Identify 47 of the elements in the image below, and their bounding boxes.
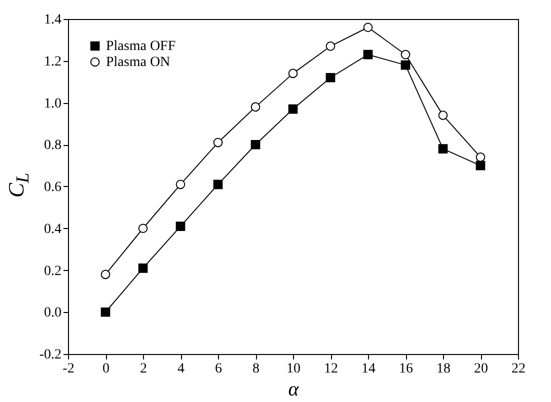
point (250, 102, 260, 112)
point (363, 22, 373, 32)
x-tick-label: 14 (362, 362, 376, 376)
x-tick-label: 10 (286, 362, 300, 376)
x-tick-label: 12 (324, 362, 338, 376)
x-tick-label: 0 (102, 362, 110, 376)
point (438, 144, 448, 154)
point (100, 270, 110, 280)
point (326, 42, 336, 51)
x-tick-label: 6 (215, 362, 222, 376)
x-axis-title: α (288, 378, 300, 400)
point (213, 138, 223, 148)
point (400, 60, 410, 70)
point (213, 180, 223, 190)
y-tick-label: 1.2 (44, 54, 62, 70)
point (288, 104, 298, 114)
point (476, 152, 486, 162)
x-tick-label: 16 (399, 362, 413, 376)
x-tick-label: 4 (178, 362, 184, 376)
legend-label: Plasma ON (106, 55, 170, 70)
x-tick-label: 22 (512, 362, 526, 376)
point (138, 224, 148, 234)
y-tick-label: 1.0 (44, 96, 62, 112)
point (176, 222, 186, 231)
point (176, 180, 186, 190)
point (288, 68, 298, 78)
point (476, 160, 486, 170)
x-tick-label: -2 (62, 362, 74, 376)
legend-label: Plasma OFF (106, 39, 176, 54)
point (138, 263, 148, 273)
y-tick-label: 0.4 (44, 222, 62, 237)
point (100, 307, 110, 317)
point (250, 140, 260, 150)
y-tick-label: -0.2 (39, 348, 62, 362)
x-tick-label: 20 (474, 362, 488, 376)
y-tick-label: 0.6 (44, 180, 62, 195)
point (326, 72, 336, 82)
y-tick-label: 0.8 (44, 138, 62, 154)
x-tick-label: 8 (252, 362, 260, 376)
point (363, 50, 373, 60)
x-tick-label: 2 (140, 362, 147, 376)
y-tick-label: 0.0 (44, 306, 62, 321)
y-tick-label: 1.4 (44, 12, 62, 28)
y-tick-label: 0.2 (44, 264, 62, 279)
x-tick-label: 18 (436, 362, 450, 376)
point (438, 110, 448, 120)
point (400, 50, 410, 60)
